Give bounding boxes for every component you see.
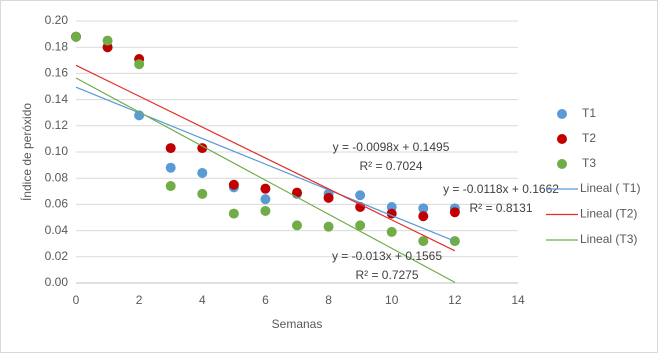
trend-equation: y = -0.0118x + 0.1662 xyxy=(443,182,559,196)
point xyxy=(355,190,366,201)
legend-label: Lineal (T3) xyxy=(580,232,637,246)
y-tick-label: 0.06 xyxy=(45,197,69,211)
y-tick-label: 0.10 xyxy=(45,144,69,158)
point xyxy=(71,31,81,42)
y-tick-label: 0.14 xyxy=(45,92,69,106)
trendline xyxy=(75,86,456,242)
y-tick-label: 0.08 xyxy=(45,170,69,184)
point xyxy=(260,194,271,205)
y-tick-label: 0.20 xyxy=(45,13,69,27)
x-tick-label: 4 xyxy=(199,293,206,307)
trend-r2: R² = 0.7024 xyxy=(359,159,422,173)
trend-r2: R² = 0.7275 xyxy=(355,268,418,282)
trendline xyxy=(75,77,456,283)
x-tick-label: 2 xyxy=(136,293,143,307)
point xyxy=(134,59,145,70)
point xyxy=(418,236,429,247)
y-tick-label: 0.12 xyxy=(45,118,69,132)
trend-equation: y = -0.0098x + 0.1495 xyxy=(333,140,450,154)
legend-marker xyxy=(557,109,567,119)
point xyxy=(228,179,239,190)
x-tick-label: 6 xyxy=(262,293,269,307)
legend-label: T1 xyxy=(582,106,596,120)
point xyxy=(228,208,239,219)
x-tick-label: 10 xyxy=(385,293,399,307)
legend-label: T2 xyxy=(582,131,596,145)
point xyxy=(292,220,302,231)
point xyxy=(197,167,208,178)
trend-equation: y = -0.013x + 0.1565 xyxy=(332,249,442,263)
point xyxy=(165,143,176,154)
y-axis-title: Índice de peróxido xyxy=(19,103,34,201)
y-tick-label: 0.02 xyxy=(45,249,69,263)
point xyxy=(165,181,176,192)
y-tick-label: 0.04 xyxy=(45,223,69,237)
point xyxy=(418,203,429,214)
legend-marker xyxy=(557,134,567,144)
point xyxy=(260,205,271,216)
x-tick-label: 12 xyxy=(448,293,462,307)
x-tick-label: 0 xyxy=(73,293,80,307)
x-tick-label: 14 xyxy=(511,293,525,307)
point xyxy=(323,192,334,203)
point xyxy=(260,183,271,194)
y-tick-label: 0.00 xyxy=(45,275,69,289)
trend-r2: R² = 0.8131 xyxy=(469,201,532,215)
point xyxy=(102,35,113,46)
point xyxy=(386,226,397,237)
legend-marker xyxy=(557,159,567,169)
legend-label: Lineal ( T1) xyxy=(580,181,640,195)
point xyxy=(355,202,366,213)
point xyxy=(418,211,429,222)
point xyxy=(197,143,208,154)
trendline xyxy=(75,64,456,252)
y-tick-label: 0.16 xyxy=(45,66,69,80)
x-axis-title: Semanas xyxy=(272,317,323,331)
y-tick-label: 0.18 xyxy=(45,39,69,53)
legend-label: Lineal (T2) xyxy=(580,207,637,221)
point xyxy=(449,207,460,218)
point xyxy=(323,221,334,232)
point xyxy=(197,188,208,199)
point xyxy=(165,162,176,173)
point xyxy=(355,220,366,231)
legend-label: T3 xyxy=(582,156,596,170)
point xyxy=(292,187,302,198)
x-tick-label: 8 xyxy=(325,293,332,307)
